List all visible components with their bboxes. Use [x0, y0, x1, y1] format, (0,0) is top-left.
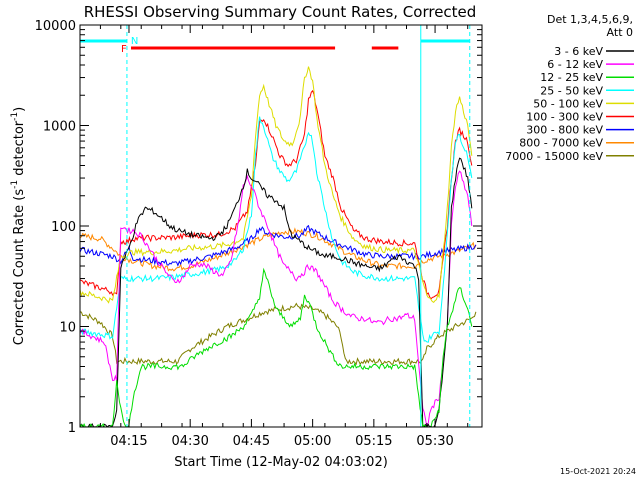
series-line-6	[80, 170, 473, 427]
legend-label: 800 - 7000 keV	[519, 137, 603, 150]
x-tick-label: 04:30	[171, 434, 208, 449]
legend-label: 300 - 800 keV	[526, 124, 603, 137]
legend-label: 25 - 50 keV	[540, 84, 603, 97]
legend-label: 50 - 100 keV	[533, 97, 603, 110]
footer-date: 15-Oct-2021 20:24	[560, 467, 636, 476]
x-tick-label: 05:15	[355, 434, 392, 449]
legend-label: 12 - 25 keV	[540, 71, 603, 84]
y-axis: 1 10 100 1000 10000	[35, 19, 482, 436]
y-tick-label: 1	[68, 421, 76, 436]
flare-label: F	[121, 44, 127, 55]
series-line-4	[80, 66, 473, 304]
plot-area: FN	[80, 25, 477, 427]
y-tick-label: 1000	[43, 120, 76, 135]
x-axis: 04:15 04:30 04:45 05:00 05:15 05:30	[79, 25, 469, 449]
x-tick-label: 04:45	[233, 434, 270, 449]
y-tick-label: 10	[59, 321, 76, 336]
legend-label: 6 - 12 keV	[547, 58, 603, 71]
series-line-1	[80, 227, 477, 272]
y-axis-label-part: Corrected Count Rate (s	[12, 189, 27, 346]
y-axis-label-sup: -1	[10, 112, 20, 121]
legend-header-line-1: Det 1,3,4,5,6,9,	[547, 13, 633, 26]
series-line-2	[80, 224, 477, 267]
series-line-5	[80, 116, 473, 343]
chart-title: RHESSI Observing Summary Count Rates, Co…	[84, 3, 477, 21]
x-tick-label: 04:15	[110, 434, 147, 449]
series-line-3	[80, 89, 473, 300]
y-axis-label-part: detector	[12, 120, 27, 180]
legend-header-line-2: Att 0	[607, 26, 633, 39]
series-line-7	[80, 157, 473, 427]
y-axis-label-part: )	[12, 107, 27, 112]
x-tick-label: 05:00	[294, 434, 331, 449]
x-axis-label: Start Time (12-May-02 04:03:02)	[174, 455, 388, 470]
night-label: N	[131, 36, 138, 47]
legend-label: 100 - 300 keV	[526, 111, 603, 124]
y-axis-label: Corrected Count Rate (s-1 detector-1)	[10, 107, 27, 345]
x-tick-label: 05:30	[416, 434, 453, 449]
series-line-8	[80, 267, 473, 427]
y-tick-label: 100	[51, 220, 76, 235]
legend-label: 7000 - 15000 keV	[505, 150, 603, 163]
y-axis-label-sup: -1	[10, 180, 20, 189]
y-tick-label: 10000	[35, 19, 76, 34]
legend-label: 3 - 6 keV	[554, 45, 603, 58]
